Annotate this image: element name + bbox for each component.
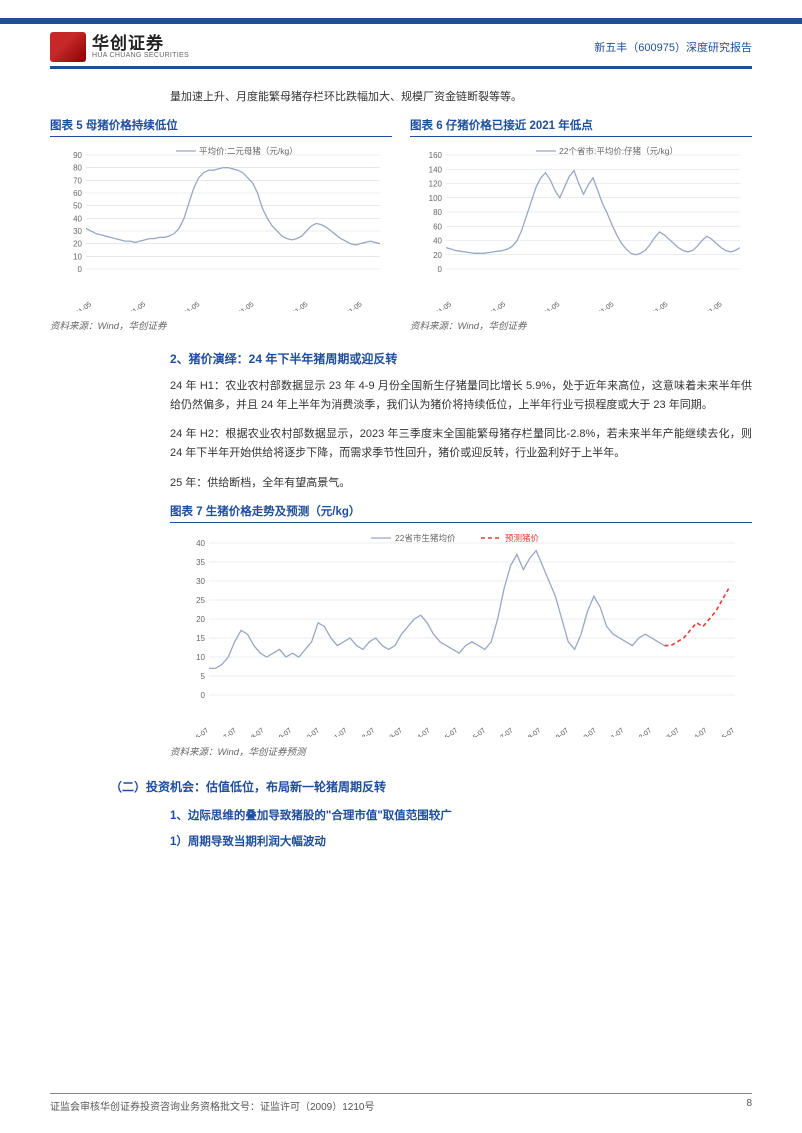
svg-text:25: 25	[196, 596, 205, 605]
logo: 华创证券 HUA CHUANG SECURITIES	[50, 32, 189, 62]
svg-text:90: 90	[73, 151, 82, 160]
svg-text:2024-07: 2024-07	[684, 727, 708, 737]
logo-mark	[50, 32, 86, 62]
svg-text:2022-07: 2022-07	[629, 727, 653, 737]
chart7-box: 图表 7 生猪价格走势及预测（元/kg） 0 5 10 15 20 25 30 35 40 22省…	[170, 503, 752, 758]
svg-text:0: 0	[438, 265, 443, 274]
svg-text:2021-01-05: 2021-01-05	[223, 301, 256, 311]
chart6-svg: 0 20 40 60 80 100 120 140 160 22个省市:平均价:仔猪（元/kg） 2…	[410, 141, 752, 311]
svg-text:2017-07: 2017-07	[491, 727, 515, 737]
svg-text:2020-01-05: 2020-01-05	[169, 301, 202, 311]
svg-text:2018-01-05: 2018-01-05	[421, 301, 454, 311]
svg-text:160: 160	[429, 151, 443, 160]
page-header: 华创证券 HUA CHUANG SECURITIES 新五丰（600975）深度…	[50, 32, 752, 69]
section2-p3: 25 年：供给断档，全年有望高景气。	[170, 474, 752, 493]
svg-text:10: 10	[196, 653, 205, 662]
chart5-source: 资料来源：Wind，华创证券	[50, 318, 392, 332]
svg-text:2006-07: 2006-07	[186, 727, 210, 737]
svg-text:2019-01-05: 2019-01-05	[115, 301, 148, 311]
svg-text:2008-07: 2008-07	[241, 727, 265, 737]
svg-text:2010-07: 2010-07	[297, 727, 321, 737]
svg-text:2025-07: 2025-07	[712, 727, 736, 737]
svg-text:30: 30	[196, 577, 205, 586]
svg-text:2023-07: 2023-07	[657, 727, 681, 737]
doc-title: 新五丰（600975）深度研究报告	[594, 39, 752, 55]
svg-text:2022-01-05: 2022-01-05	[637, 301, 670, 311]
svg-text:120: 120	[429, 179, 443, 188]
chart7-svg: 0 5 10 15 20 25 30 35 40 22省市生猪均价 预测猪价 2006-07 2007-…	[170, 527, 752, 737]
svg-text:2018-07: 2018-07	[518, 727, 542, 737]
svg-text:10: 10	[73, 252, 82, 261]
svg-text:2019-01-05: 2019-01-05	[475, 301, 508, 311]
section2-p2: 24 年 H2：根据农业农村部数据显示，2023 年三季度末全国能繁母猪存栏量同…	[170, 425, 752, 464]
footer: 证监会审核华创证券投资咨询业务资格批文号：证监许可（2009）1210号 8	[50, 1093, 752, 1113]
svg-text:40: 40	[433, 236, 442, 245]
svg-text:60: 60	[433, 222, 442, 231]
top-bar	[0, 18, 802, 24]
chart6-title: 图表 6 仔猪价格已接近 2021 年低点	[410, 117, 752, 137]
footer-page: 8	[746, 1098, 752, 1113]
svg-text:2020-01-05: 2020-01-05	[529, 301, 562, 311]
investment-sub1: 1、边际思维的叠加导致猪股的"合理市值"取值范围较广	[170, 807, 752, 823]
chart5-svg: 0 10 20 30 40 50 60 70 80 90 平均价:二元母猪（元/kg） 2018-01…	[50, 141, 392, 311]
svg-text:2021-07: 2021-07	[601, 727, 625, 737]
svg-text:80: 80	[433, 208, 442, 217]
svg-text:80: 80	[73, 163, 82, 172]
svg-text:140: 140	[429, 165, 443, 174]
footer-left: 证监会审核华创证券投资咨询业务资格批文号：证监许可（2009）1210号	[50, 1098, 375, 1113]
svg-text:22省市生猪均价: 22省市生猪均价	[395, 533, 456, 543]
chart6-source: 资料来源：Wind，华创证券	[410, 318, 752, 332]
svg-text:40: 40	[196, 539, 205, 548]
chart6-box: 图表 6 仔猪价格已接近 2021 年低点 0 20 40 60 80 100 120 140…	[410, 117, 752, 332]
svg-text:0: 0	[78, 265, 83, 274]
chart5-title: 图表 5 母猪价格持续低位	[50, 117, 392, 137]
svg-text:20: 20	[433, 250, 442, 259]
svg-text:2007-07: 2007-07	[214, 727, 238, 737]
intro-text: 量加速上升、月度能繁母猪存栏环比跌幅加大、规模厂资金链断裂等等。	[50, 88, 752, 107]
svg-text:5: 5	[201, 672, 206, 681]
svg-text:2013-07: 2013-07	[380, 727, 404, 737]
svg-text:35: 35	[196, 558, 205, 567]
svg-text:40: 40	[73, 214, 82, 223]
section2-p1: 24 年 H1：农业农村部数据显示 23 年 4-9 月份全国新生仔猪量同比增长…	[170, 377, 752, 416]
svg-text:70: 70	[73, 176, 82, 185]
svg-text:2021-01-05: 2021-01-05	[583, 301, 616, 311]
svg-text:100: 100	[429, 193, 443, 202]
svg-text:20: 20	[73, 239, 82, 248]
section2-heading: 2、猪价演绎：24 年下半年猪周期或迎反转	[170, 350, 752, 367]
chart-row-5-6: 图表 5 母猪价格持续低位 0 10 20 30 40 50 60 70 80 90 平均价:二元母…	[50, 117, 752, 332]
content: 量加速上升、月度能繁母猪存栏环比跌幅加大、规模厂资金链断裂等等。 图表 5 母猪…	[50, 88, 752, 857]
svg-text:2018-01-05: 2018-01-05	[61, 301, 94, 311]
svg-text:2012-07: 2012-07	[352, 727, 376, 737]
svg-text:0: 0	[201, 691, 206, 700]
chart7-source: 资料来源：Wind，华创证券预测	[170, 744, 752, 758]
svg-text:2020-07: 2020-07	[574, 727, 598, 737]
svg-text:50: 50	[73, 201, 82, 210]
svg-text:2023-01-05: 2023-01-05	[691, 301, 724, 311]
chart7-title: 图表 7 生猪价格走势及预测（元/kg）	[170, 503, 752, 523]
svg-text:30: 30	[73, 227, 82, 236]
svg-text:2019-07: 2019-07	[546, 727, 570, 737]
svg-text:平均价:二元母猪（元/kg）: 平均价:二元母猪（元/kg）	[199, 146, 298, 156]
svg-text:22个省市:平均价:仔猪（元/kg）: 22个省市:平均价:仔猪（元/kg）	[559, 146, 678, 156]
investment-heading: （二）投资机会：估值低位，布局新一轮猪周期反转	[110, 778, 752, 795]
svg-text:2023-01-05: 2023-01-05	[331, 301, 364, 311]
svg-text:预测猪价: 预测猪价	[505, 533, 540, 543]
svg-text:2016-07: 2016-07	[463, 727, 487, 737]
svg-text:15: 15	[196, 634, 205, 643]
svg-text:2014-07: 2014-07	[408, 727, 432, 737]
investment-sub2: 1）周期导致当期利润大幅波动	[170, 833, 752, 849]
chart5-box: 图表 5 母猪价格持续低位 0 10 20 30 40 50 60 70 80 90 平均价:二元母…	[50, 117, 392, 332]
svg-text:2009-07: 2009-07	[269, 727, 293, 737]
logo-cn: 华创证券	[92, 35, 189, 52]
svg-text:2015-07: 2015-07	[435, 727, 459, 737]
svg-text:2011-07: 2011-07	[325, 727, 349, 737]
logo-en: HUA CHUANG SECURITIES	[92, 52, 189, 59]
svg-text:60: 60	[73, 189, 82, 198]
svg-text:20: 20	[196, 615, 205, 624]
svg-text:2022-01-05: 2022-01-05	[277, 301, 310, 311]
